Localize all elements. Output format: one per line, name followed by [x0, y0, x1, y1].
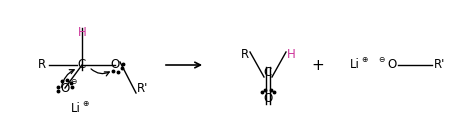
Text: O: O — [60, 82, 70, 95]
Text: O: O — [110, 58, 119, 72]
Text: R: R — [38, 58, 46, 72]
Text: C: C — [264, 66, 272, 79]
Text: $\oplus$: $\oplus$ — [361, 56, 369, 64]
Text: $\ominus$: $\ominus$ — [378, 56, 386, 64]
Text: Li: Li — [71, 102, 81, 115]
Text: R: R — [241, 48, 249, 61]
Text: $\oplus$: $\oplus$ — [82, 99, 90, 108]
Text: +: + — [311, 57, 324, 73]
Text: O: O — [387, 58, 397, 72]
Text: Li: Li — [350, 58, 360, 72]
Text: R': R' — [137, 82, 149, 95]
Text: O: O — [264, 92, 273, 105]
Text: C: C — [78, 58, 86, 72]
Text: H: H — [78, 27, 86, 40]
Text: H: H — [287, 48, 295, 61]
Text: $\ominus$: $\ominus$ — [70, 77, 78, 86]
Text: R': R' — [434, 58, 446, 72]
